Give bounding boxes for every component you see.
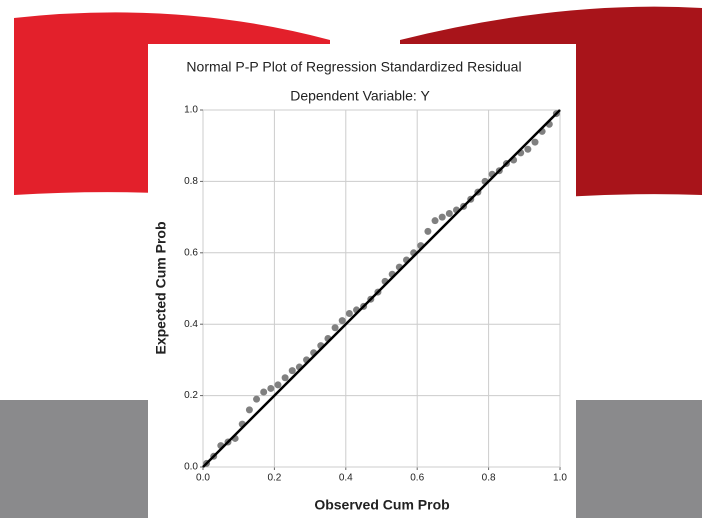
chart-title: Normal P-P Plot of Regression Standardiz… xyxy=(186,59,521,75)
x-tick-label: 0.8 xyxy=(482,473,496,484)
point xyxy=(245,406,253,414)
plot: 0.0 0.2 0.4 0.6 0.8 1.0 0.0 0.2 0.4 0.6 0.8 1.0 xyxy=(184,105,567,484)
x-axis-title: Observed Cum Prob xyxy=(314,497,449,513)
chart-subtitle: Dependent Variable: Y xyxy=(290,88,430,104)
point xyxy=(274,381,282,389)
reference-line xyxy=(202,109,561,468)
point xyxy=(431,217,439,225)
y-tick-label: 1.0 xyxy=(184,105,198,116)
point xyxy=(524,145,532,153)
x-tick-label: 0.4 xyxy=(339,473,353,484)
x-tick-label: 0.6 xyxy=(410,473,424,484)
y-axis-title: Expected Cum Prob xyxy=(153,221,169,354)
y-tick-label: 0.0 xyxy=(184,462,198,473)
y-tick-label: 0.2 xyxy=(184,390,198,401)
point xyxy=(267,384,275,392)
point xyxy=(260,388,268,396)
x-tick-label: 0.2 xyxy=(267,473,281,484)
y-tick-label: 0.4 xyxy=(184,319,198,330)
y-tick-label: 0.6 xyxy=(184,247,198,258)
point xyxy=(338,317,346,325)
point xyxy=(445,210,453,218)
point xyxy=(531,138,539,146)
point xyxy=(281,374,289,382)
x-tick-label: 1.0 xyxy=(553,473,567,484)
point xyxy=(331,324,339,332)
point xyxy=(424,227,432,235)
point xyxy=(288,367,296,375)
point xyxy=(345,309,353,317)
point xyxy=(438,213,446,221)
x-tick-label: 0.0 xyxy=(196,473,210,484)
point xyxy=(253,395,261,403)
y-tick-label: 0.8 xyxy=(184,176,198,187)
